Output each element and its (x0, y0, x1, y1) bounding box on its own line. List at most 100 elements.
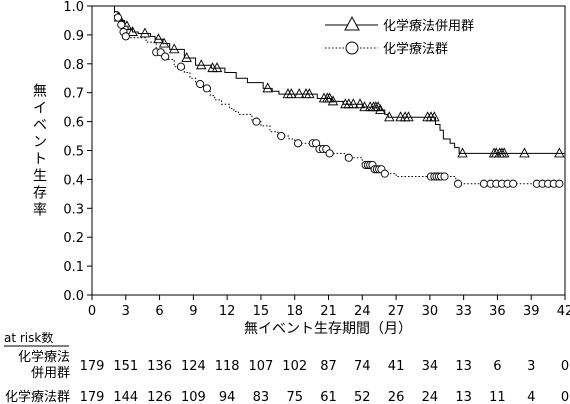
censor-marker-combination (519, 147, 530, 158)
risk-value: 109 (181, 390, 206, 404)
x-tick-label: 12 (219, 304, 236, 319)
censor-marker-chemo (440, 172, 449, 181)
x-axis: 0 3 6 9 12 15 18 21 24 27 30 33 36 39 42 (88, 295, 570, 319)
censor-marker-combination (158, 37, 170, 48)
censor-marker-combination (195, 59, 207, 70)
risk-value: 126 (147, 390, 172, 404)
censor-marker-combination (327, 95, 339, 106)
censor-marker-chemo (325, 149, 334, 158)
censor-marker-chemo (555, 179, 564, 188)
risk-value: 136 (147, 359, 172, 374)
censor-marker-chemo (509, 179, 518, 188)
censor-marker-combination (457, 147, 468, 158)
y-tick-label: 0.1 (63, 260, 84, 275)
risk-value: 87 (320, 359, 337, 374)
risk-value: 151 (113, 359, 138, 374)
risk-table: at risk数 化学療法 併用群 化学療法群 179 151 136 124 118 1… (4, 330, 569, 404)
risk-value: 179 (80, 390, 105, 404)
curve-combination (92, 5, 565, 154)
y-tick-label: 0.0 (63, 289, 84, 304)
risk-row-label-chemo: 化学療法群 (5, 389, 70, 404)
censor-marker-chemo (380, 169, 389, 178)
censor-marker-combination (139, 27, 151, 38)
risk-value: 144 (113, 390, 138, 404)
censor-marker-combination (211, 62, 223, 73)
x-tick-label: 36 (489, 304, 506, 319)
censor-marker-combination (168, 43, 180, 54)
risk-value: 24 (422, 390, 439, 404)
risk-table-header: at risk数 (4, 330, 53, 345)
y-tick-label: 0.2 (63, 231, 84, 246)
censor-markers (113, 11, 565, 188)
legend-label-combination: 化学療法併用群 (383, 18, 474, 34)
x-tick-label: 18 (286, 304, 303, 319)
censor-marker-combination (403, 111, 414, 122)
censor-marker-combination (293, 88, 305, 99)
risk-value: 6 (493, 359, 501, 374)
y-axis: 0.0 0.1 0.2 0.3 0.4 0.5 0.6 0.7 0.8 0.9 1.0 (63, 0, 92, 304)
censor-marker-chemo (117, 20, 126, 29)
censor-marker-combination (348, 98, 359, 109)
risk-value: 13 (455, 359, 472, 374)
risk-value: 34 (422, 359, 439, 374)
censor-marker-chemo (294, 139, 303, 148)
risk-row-label-combination-line2: 併用群 (31, 366, 70, 381)
risk-row-label-combination-line1: 化学療法 (18, 349, 70, 365)
censor-marker-combination (384, 111, 395, 122)
risk-value: 0 (561, 359, 569, 374)
y-tick-label: 0.8 (63, 58, 84, 73)
y-tick-label: 0.4 (63, 173, 84, 188)
y-tick-label: 0.3 (63, 202, 84, 217)
x-tick-label: 24 (354, 304, 371, 319)
censor-marker-chemo (252, 117, 261, 126)
censor-marker-combination (554, 147, 565, 158)
risk-value: 124 (181, 359, 206, 374)
censor-marker-combination (429, 111, 440, 122)
risk-value: 61 (320, 390, 337, 404)
censor-marker-chemo (344, 153, 353, 162)
risk-value: 52 (354, 390, 371, 404)
risk-value: 13 (455, 390, 472, 404)
censor-marker-chemo (277, 131, 286, 141)
x-tick-label: 27 (388, 304, 405, 319)
x-tick-label: 42 (557, 304, 570, 319)
y-axis-label: 無イベント生存率 (33, 84, 47, 219)
y-axis-title: 無イベント生存率 (33, 84, 47, 219)
legend-label-chemo: 化学療法群 (383, 41, 448, 57)
risk-value: 102 (282, 359, 307, 374)
risk-value: 118 (215, 359, 240, 374)
censor-marker-combination (354, 98, 366, 109)
x-tick-label: 30 (422, 304, 439, 319)
censor-marker-combination (375, 104, 386, 114)
y-tick-label: 0.6 (63, 116, 84, 131)
risk-value: 41 (388, 359, 405, 374)
censor-marker-chemo (479, 179, 488, 188)
censor-marker-combination (153, 33, 164, 44)
censor-marker-combination (127, 26, 138, 36)
y-tick-label: 0.9 (63, 29, 84, 44)
y-tick-label: 0.7 (63, 87, 84, 102)
censor-marker-chemo (196, 79, 205, 89)
risk-value: 179 (80, 359, 105, 374)
x-tick-label: 33 (455, 304, 472, 319)
x-tick-label: 9 (189, 304, 197, 319)
risk-value: 3 (527, 359, 535, 374)
censor-marker-combination (498, 147, 510, 158)
censor-marker-combination (286, 88, 297, 99)
risk-value: 107 (249, 359, 274, 374)
censor-marker-chemo (202, 84, 211, 93)
censor-marker-combination (372, 101, 384, 112)
legend-triangle-icon (344, 15, 360, 31)
censor-marker-combination (262, 82, 273, 93)
x-tick-label: 15 (253, 304, 270, 319)
censor-marker-chemo (113, 13, 122, 22)
censor-marker-chemo (453, 179, 463, 188)
censor-marker-chemo (161, 52, 170, 61)
x-axis-label: 無イベント生存期間（月） (244, 321, 412, 337)
risk-value: 0 (561, 390, 569, 404)
censor-marker-chemo (121, 32, 130, 41)
censor-marker-combination (359, 101, 370, 112)
censor-marker-combination (181, 52, 192, 62)
